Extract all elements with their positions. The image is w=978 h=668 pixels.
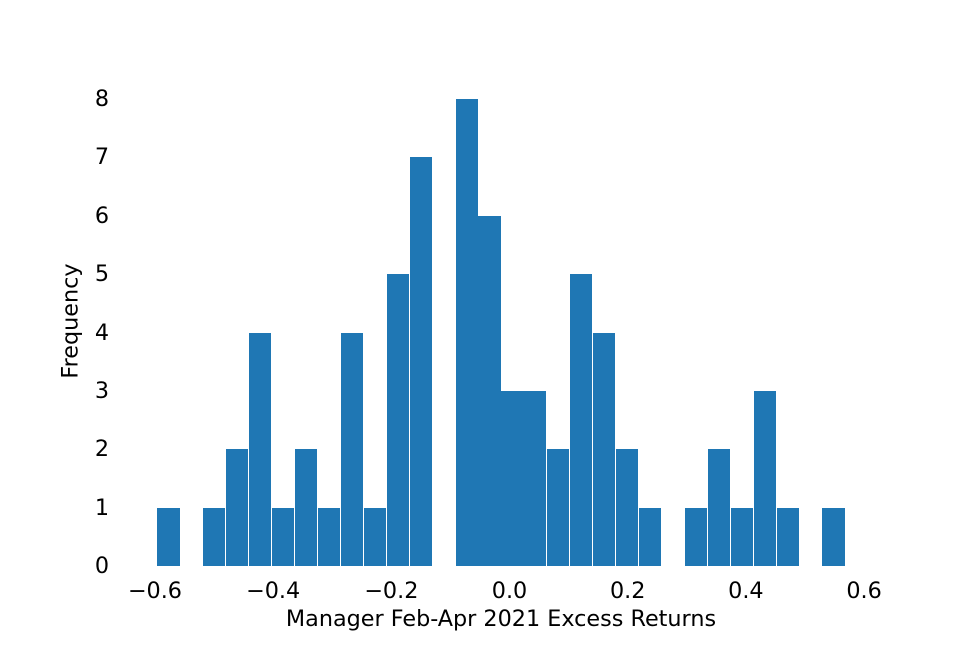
histogram-bar [386,274,409,567]
histogram-bar [547,449,570,567]
histogram-bar [317,507,341,567]
histogram-bar [776,507,799,567]
x-tick-label: −0.4 [246,578,301,605]
histogram-bar [501,391,524,567]
histogram-bar [524,391,547,567]
plot-area [123,75,880,567]
y-tick-label: 8 [94,85,109,112]
histogram-bar [455,98,478,567]
histogram-bar [753,391,776,567]
x-axis-label: Manager Feb-Apr 2021 Excess Returns [285,606,717,632]
x-tick-label: −0.2 [364,578,419,605]
x-tick-label: −0.6 [127,578,182,605]
histogram-bar [340,332,363,567]
y-tick-label: 2 [94,436,109,463]
histogram-bar [272,507,295,567]
histogram-bar [570,274,593,567]
y-tick-label: 6 [94,202,109,229]
histogram-bar [409,157,432,567]
histogram-bar [294,449,318,567]
histogram-bar [478,215,501,567]
y-tick-label: 1 [94,494,109,521]
histogram-bar [203,507,226,567]
histogram-bar [707,449,730,567]
x-tick-label: 0.6 [846,578,882,605]
x-tick-label: 0.2 [609,578,646,605]
x-tick-label: 0.4 [728,578,764,605]
y-tick-label: 3 [94,377,109,404]
histogram-bar [249,332,272,567]
histogram-bar [226,449,249,567]
x-tick-label: 0.0 [491,578,528,605]
histogram-bar [730,507,753,567]
histogram-bar [593,332,616,567]
histogram-bar [639,507,662,567]
y-axis-label: Frequency [57,263,84,379]
y-tick-label: 0 [94,553,109,580]
histogram-bar [157,507,180,567]
histogram-bar [616,449,639,567]
histogram-bar [684,507,707,567]
y-tick-label: 7 [94,144,109,171]
y-tick-label: 5 [94,260,109,287]
histogram-bar [822,507,845,567]
y-tick-label: 4 [94,319,109,346]
histogram-bar [363,507,386,567]
